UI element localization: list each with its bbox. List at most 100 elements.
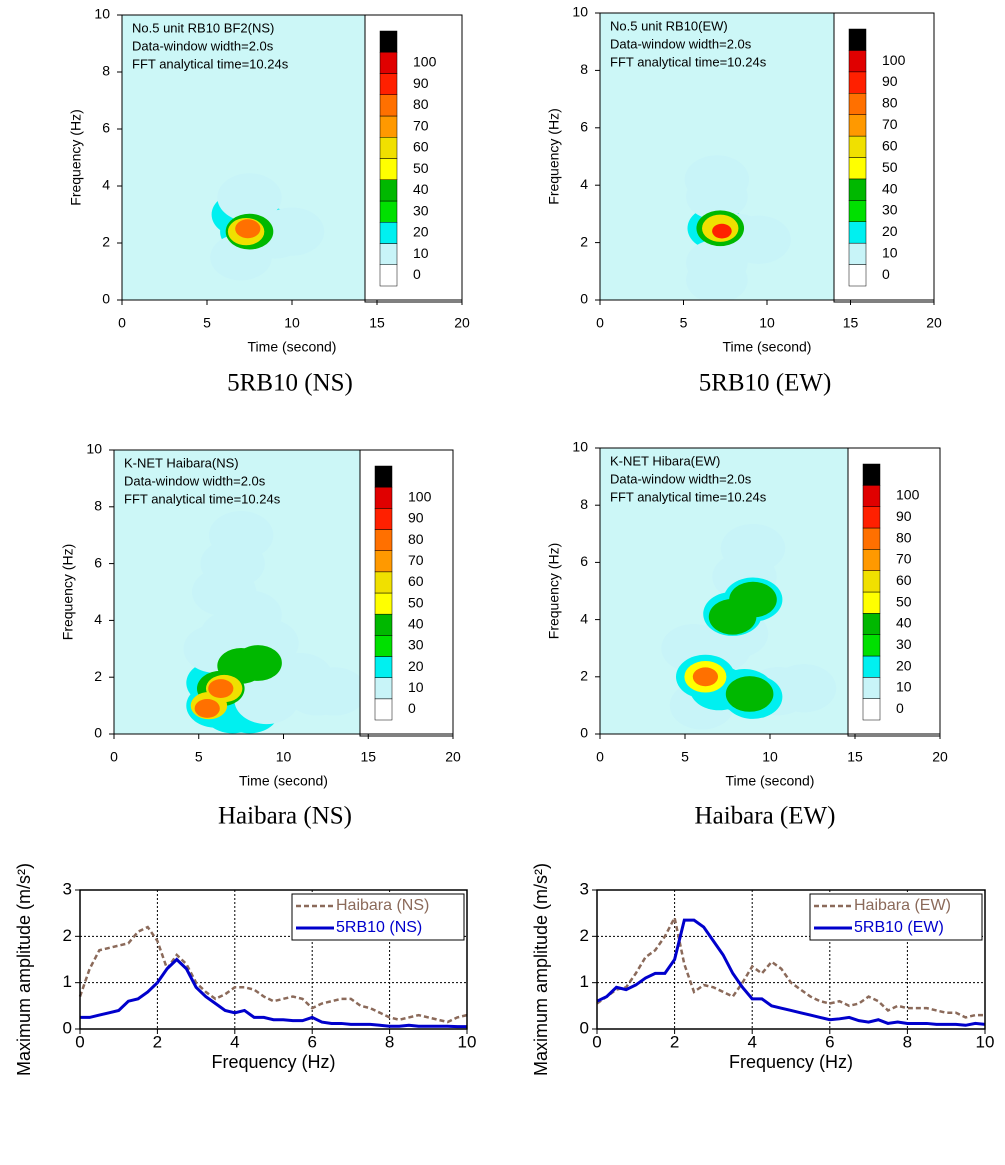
y-tick-label: 0 <box>94 725 102 741</box>
colorbar-label: 40 <box>413 181 429 197</box>
colorbar-label: 70 <box>882 116 898 132</box>
x-tick-label: 2 <box>670 1032 679 1051</box>
colorbar-label: 20 <box>882 223 898 239</box>
x-tick-label: 0 <box>110 749 118 765</box>
colorbar-swatch <box>374 486 393 509</box>
y-tick-label: 2 <box>94 668 102 684</box>
colorbar-swatch <box>848 221 867 244</box>
annotation: FFT analytical time=10.24s <box>124 491 281 506</box>
colorbar-swatch <box>374 508 393 530</box>
colorbar-swatch <box>379 158 398 180</box>
y-tick-label: 4 <box>580 610 588 626</box>
series-line <box>80 957 467 1029</box>
x-tick-label: 5 <box>681 749 689 765</box>
y-tick-label: 10 <box>94 6 110 22</box>
colorbar-swatch <box>848 135 867 158</box>
y-tick-label: 10 <box>572 4 588 20</box>
colorbar-swatch <box>379 243 398 265</box>
x-tick-label: 10 <box>976 1032 995 1051</box>
y-tick-label: 1 <box>580 972 589 991</box>
colorbar-label: 40 <box>896 615 912 631</box>
colorbar-swatch <box>374 677 393 700</box>
colorbar-label: 60 <box>408 573 424 589</box>
y-tick-label: 0 <box>63 1018 72 1037</box>
x-tick-label: 10 <box>759 315 775 331</box>
colorbar-label: 20 <box>408 658 424 674</box>
colorbar-label: 40 <box>882 180 898 196</box>
colorbar-label: 30 <box>882 202 898 218</box>
colorbar-swatch <box>379 222 398 244</box>
annotation: Data-window width=2.0s <box>124 473 266 488</box>
x-tick-label: 10 <box>762 749 778 765</box>
colorbar-label: 90 <box>882 73 898 89</box>
colorbar-swatch <box>862 613 881 635</box>
y-tick-label: 6 <box>580 119 588 135</box>
colorbar-label: 0 <box>896 700 904 716</box>
y-axis-label: Frequency (Hz) <box>68 109 84 205</box>
colorbar-label: 80 <box>896 529 912 545</box>
colorbar-swatch <box>848 264 867 287</box>
contour-group <box>210 173 325 281</box>
annotation: FFT analytical time=10.24s <box>132 56 289 71</box>
series-line <box>78 925 468 1024</box>
x-tick-label: 4 <box>230 1032 239 1051</box>
colorbar-label: 70 <box>408 552 424 568</box>
colorbar-swatch <box>374 550 393 573</box>
x-axis-label: Frequency (Hz) <box>729 1052 853 1072</box>
x-axis-label: Time (second) <box>239 773 328 789</box>
x-tick-label: 20 <box>445 749 461 765</box>
colorbar-swatch <box>848 178 867 201</box>
x-axis-label: Time (second) <box>726 773 815 789</box>
y-tick-label: 2 <box>102 234 110 250</box>
x-tick-label: 10 <box>284 315 300 331</box>
contour-blob <box>217 173 282 222</box>
annotation: No.5 unit RB10(EW) <box>610 18 728 33</box>
colorbar-label: 100 <box>408 488 432 504</box>
colorbar-swatch <box>862 485 881 507</box>
colorbar-label: 10 <box>408 679 424 695</box>
colorbar-swatch <box>374 635 393 657</box>
colorbar-swatch <box>374 571 393 594</box>
contour-group <box>183 511 360 734</box>
colorbar-swatch <box>862 463 881 486</box>
colorbar-label: 80 <box>408 531 424 547</box>
legend-box <box>291 893 465 941</box>
colorbar-swatch <box>848 242 867 265</box>
y-tick-label: 2 <box>580 926 589 945</box>
contour-group <box>684 155 791 300</box>
colorbar-swatch <box>862 549 881 571</box>
contour-blob <box>217 647 265 684</box>
x-tick-label: 0 <box>592 1032 601 1051</box>
x-tick-label: 0 <box>596 315 604 331</box>
y-axis-label: Maximum amplitude (m/s²) <box>531 863 551 1076</box>
colorbar-label: 0 <box>882 266 890 282</box>
colorbar-swatch <box>374 656 393 678</box>
colorbar-swatch <box>379 73 398 95</box>
annotation: No.5 unit RB10 BF2(NS) <box>132 20 274 35</box>
colorbar-label: 20 <box>896 657 912 673</box>
colorbar-label: 10 <box>882 245 898 261</box>
colorbar-box <box>359 449 454 737</box>
legend-box <box>809 893 983 941</box>
x-tick-label: 2 <box>153 1032 162 1051</box>
legend-label: 5RB10 (NS) <box>336 919 422 936</box>
y-tick-label: 1 <box>63 972 72 991</box>
colorbar-label: 30 <box>896 636 912 652</box>
x-tick-label: 8 <box>903 1032 912 1051</box>
colorbar-swatch <box>379 115 398 138</box>
contour-blob <box>235 219 261 239</box>
colorbar-label: 60 <box>413 139 429 155</box>
contour-blob <box>720 523 786 573</box>
y-tick-label: 4 <box>102 177 110 193</box>
x-tick-label: 0 <box>118 315 126 331</box>
caption: Haibara (NS) <box>218 803 352 830</box>
colorbar-swatch <box>848 50 867 73</box>
colorbar-swatch <box>848 157 867 180</box>
contour-blob <box>725 676 774 712</box>
colorbar-box <box>847 447 941 737</box>
colorbar-swatch <box>848 71 867 94</box>
y-tick-label: 6 <box>102 120 110 136</box>
colorbar-swatch <box>379 94 398 117</box>
colorbar-label: 30 <box>408 637 424 653</box>
